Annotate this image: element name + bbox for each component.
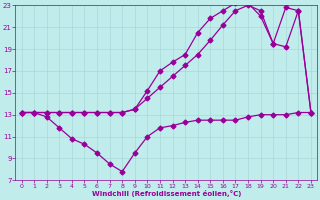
X-axis label: Windchill (Refroidissement éolien,°C): Windchill (Refroidissement éolien,°C) [92, 190, 241, 197]
